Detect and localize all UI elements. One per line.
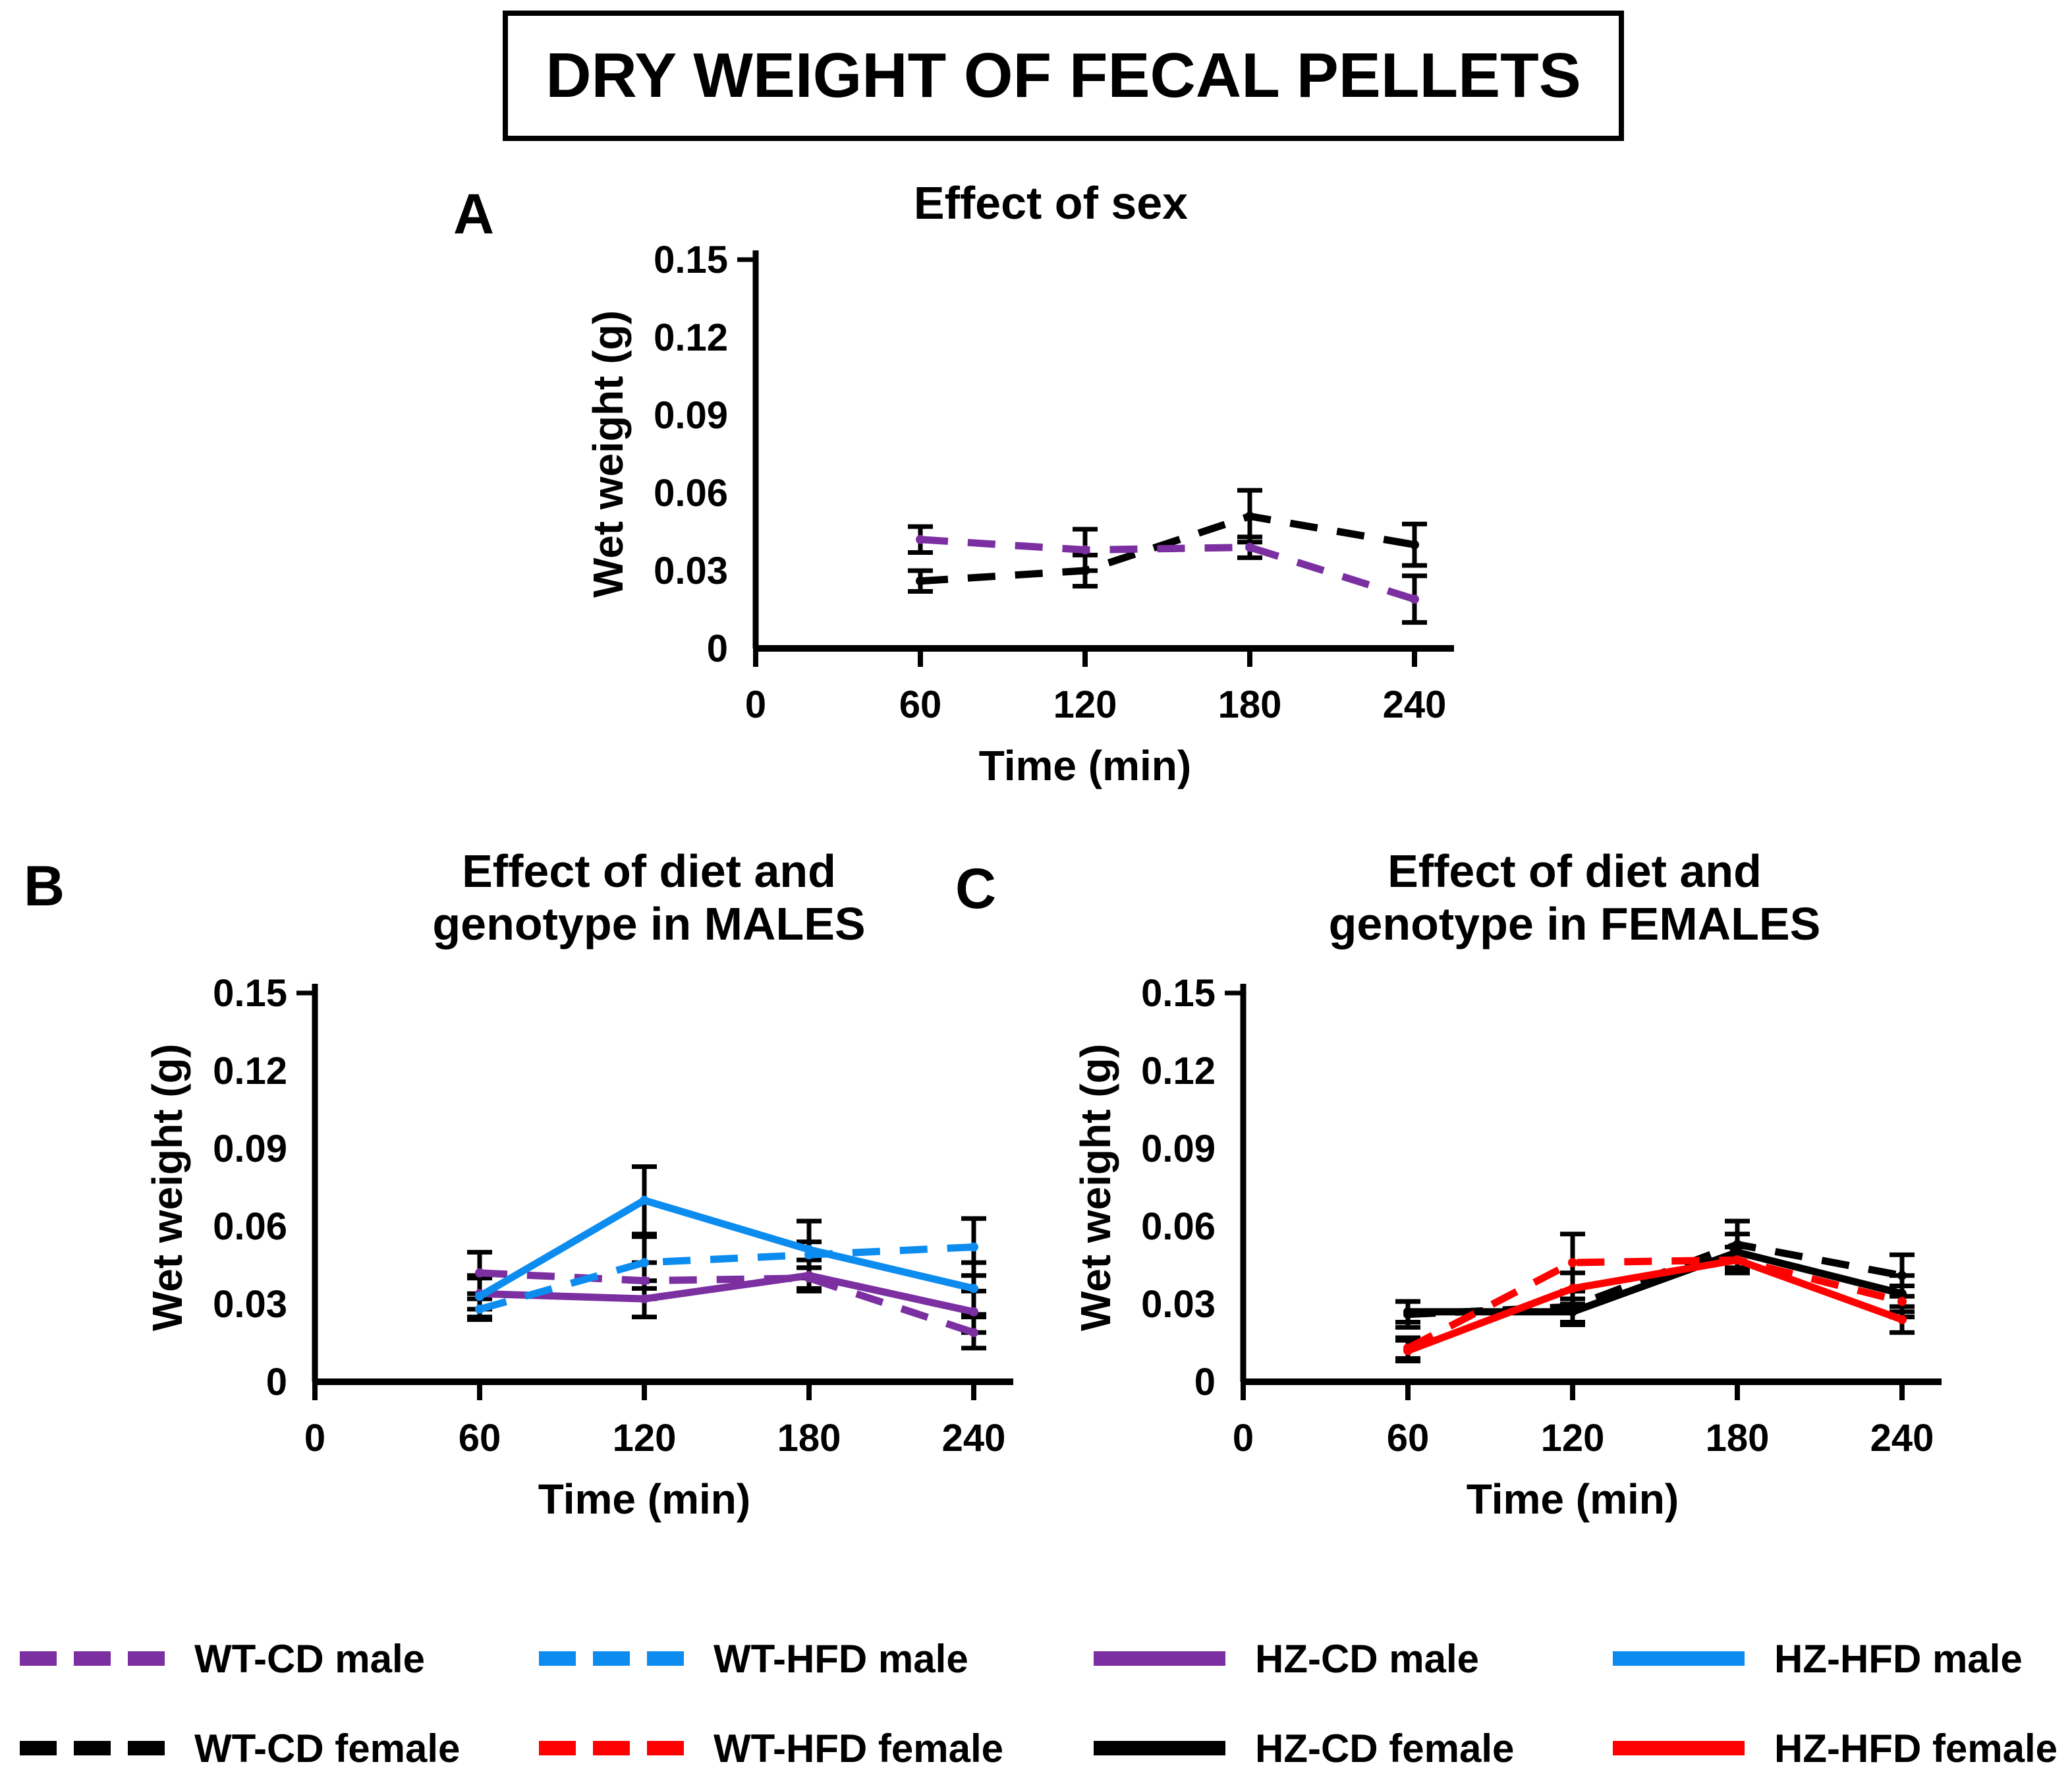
svg-text:0.15: 0.15 [1141,972,1216,1015]
svg-text:Wet weight (g): Wet weight (g) [1072,1044,1119,1331]
panel-c-chart: 0 0.03 0.06 0.09 0.12 0.15 0 60 120 180 240 Time (m… [1072,972,1942,1523]
legend-item-hz-hfd-female: HZ-HFD female [1613,1725,2058,1771]
svg-text:Wet weight (g): Wet weight (g) [144,1044,191,1331]
legend-swatch-hz-cd-male [1094,1651,1225,1666]
panel-a-title: Effect of sex [718,177,1384,229]
svg-text:60: 60 [459,1417,501,1460]
svg-text:0.12: 0.12 [654,316,728,359]
svg-text:0.15: 0.15 [213,972,287,1015]
svg-text:0.03: 0.03 [654,550,728,592]
svg-text:0.15: 0.15 [654,239,728,281]
svg-text:0.12: 0.12 [213,1050,287,1093]
svg-text:0.03: 0.03 [213,1283,287,1326]
svg-text:Time (min): Time (min) [1467,1475,1679,1523]
legend-label-hz-cd-female: HZ-CD female [1255,1726,1515,1771]
legend-label-hz-hfd-male: HZ-HFD male [1774,1636,2023,1681]
panel-c-title-line1: Effect of diet and [1387,845,1762,897]
legend-label-hz-cd-male: HZ-CD male [1255,1636,1480,1681]
svg-text:240: 240 [1870,1417,1934,1460]
legend-swatch-wt-hfd-female [539,1741,684,1755]
legend-label-wt-hfd-male: WT-HFD male [714,1636,968,1681]
legend-item-hz-cd-male: HZ-CD male [1094,1635,1479,1682]
svg-text:0: 0 [266,1361,287,1404]
svg-text:60: 60 [1387,1417,1430,1460]
legend-label-wt-hfd-female: WT-HFD female [714,1726,1004,1771]
svg-text:180: 180 [1706,1417,1770,1460]
panel-a-chart: 0 0.03 0.06 0.09 0.12 0.15 0 60 120 180 240 Time (m… [584,239,1454,789]
svg-text:240: 240 [1383,683,1447,726]
svg-text:0: 0 [1233,1417,1254,1460]
svg-text:0: 0 [707,627,728,670]
panel-c-title: Effect of diet and genotype in FEMALES [1242,845,1907,950]
svg-text:0.09: 0.09 [213,1127,287,1170]
panel-c-label: C [955,857,997,921]
panel-a-label: A [453,183,495,246]
panel-b-chart: 0 0.03 0.06 0.09 0.12 0.15 0 60 120 180 240 Time (m… [144,972,1013,1523]
legend-swatch-hz-cd-female [1094,1741,1225,1755]
svg-text:0.06: 0.06 [1141,1205,1216,1248]
svg-text:60: 60 [899,683,942,726]
legend-label-hz-hfd-female: HZ-HFD female [1774,1726,2058,1771]
svg-text:120: 120 [1053,683,1117,726]
main-title-box: DRY WEIGHT OF FECAL PELLETS [503,11,1624,141]
svg-text:0: 0 [1194,1361,1216,1404]
svg-text:0.09: 0.09 [1141,1127,1216,1170]
panel-b-label: B [24,855,65,918]
svg-text:0: 0 [745,683,766,726]
legend-item-hz-cd-female: HZ-CD female [1094,1725,1514,1771]
legend-label-wt-cd-male: WT-CD male [194,1636,426,1681]
legend-item-wt-hfd-male: WT-HFD male [539,1635,968,1682]
svg-text:0.06: 0.06 [213,1205,287,1248]
svg-text:0.03: 0.03 [1141,1283,1216,1326]
panel-b-title-line1: Effect of diet and [462,845,836,897]
panel-c-title-line2: genotype in FEMALES [1328,898,1821,950]
main-title: DRY WEIGHT OF FECAL PELLETS [546,40,1581,111]
svg-text:0.06: 0.06 [654,472,728,515]
panel-b-title: Effect of diet and genotype in MALES [316,845,982,950]
legend-swatch-hz-hfd-male [1613,1651,1745,1666]
panel-a-title-line1: Effect of sex [913,177,1189,229]
svg-text:Time (min): Time (min) [979,742,1191,789]
svg-text:180: 180 [777,1417,841,1460]
legend-item-wt-cd-female: WT-CD female [20,1725,460,1771]
svg-text:240: 240 [942,1417,1006,1460]
legend-swatch-wt-cd-male [20,1651,165,1666]
svg-text:Wet weight (g): Wet weight (g) [584,310,632,598]
legend-label-wt-cd-female: WT-CD female [194,1726,461,1771]
legend-swatch-wt-hfd-male [539,1651,684,1666]
svg-text:120: 120 [1541,1417,1605,1460]
svg-text:0.12: 0.12 [1141,1050,1216,1093]
svg-text:0.09: 0.09 [654,394,728,437]
legend-item-hz-hfd-male: HZ-HFD male [1613,1635,2023,1682]
legend-item-wt-hfd-female: WT-HFD female [539,1725,1003,1771]
panel-b-title-line2: genotype in MALES [432,898,866,950]
legend-item-wt-cd-male: WT-CD male [20,1635,425,1682]
legend-swatch-wt-cd-female [20,1741,165,1755]
legend-swatch-hz-hfd-female [1613,1741,1745,1755]
svg-text:120: 120 [613,1417,677,1460]
svg-text:180: 180 [1218,683,1282,726]
svg-text:Time (min): Time (min) [538,1475,750,1523]
svg-text:0: 0 [304,1417,325,1460]
